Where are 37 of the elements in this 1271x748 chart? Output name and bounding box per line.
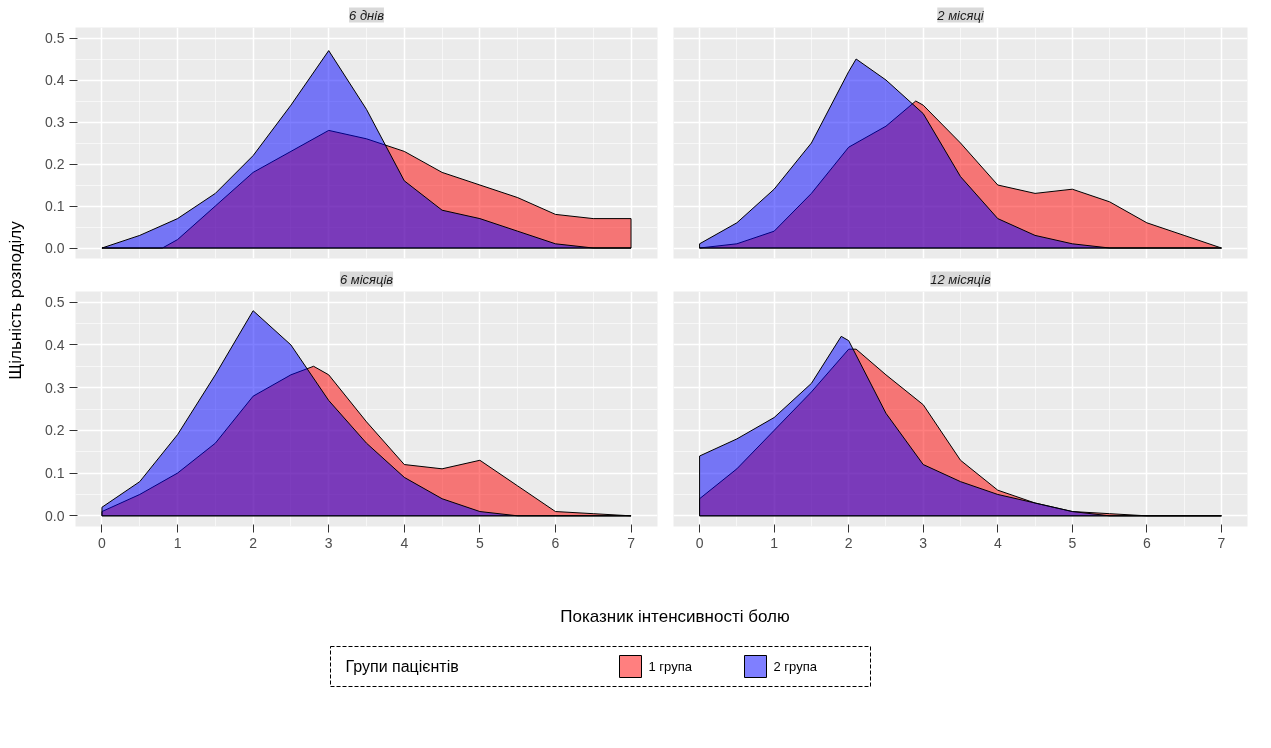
- y-tick-label: 0.2: [45, 422, 65, 439]
- legend-title: Групи пацієнтів: [345, 658, 459, 675]
- chart-title: 6 днів: [349, 7, 385, 23]
- x-tick-label: 7: [627, 534, 636, 551]
- y-tick-label: 0.0: [45, 240, 65, 256]
- x-tick-label: 4: [993, 534, 1002, 551]
- y-tick-label: 0.0: [45, 507, 65, 524]
- legend-label: 1 група: [648, 659, 693, 674]
- y-tick-label: 0.3: [45, 114, 65, 130]
- legend-label: 2 група: [773, 659, 818, 674]
- y-tick-label: 0.4: [45, 336, 65, 353]
- y-tick-label: 0.1: [45, 465, 65, 482]
- x-tick-label: 3: [919, 534, 928, 551]
- chart-title: 12 місяців: [930, 271, 991, 287]
- x-tick-label: 1: [173, 534, 182, 551]
- x-axis-title: Показник інтенсивності болю: [560, 606, 790, 628]
- x-tick-label: 4: [400, 534, 409, 551]
- y-tick-label: 0.2: [45, 156, 65, 172]
- y-tick-label: 0.5: [45, 30, 65, 46]
- x-tick-label: 0: [98, 534, 107, 551]
- x-tick-label: 0: [695, 534, 704, 551]
- chart-title: 2 місяці: [936, 7, 985, 23]
- x-tick-label: 2: [249, 534, 258, 551]
- y-axis-title: Щільність розподілу: [6, 220, 25, 380]
- chart-title: 6 місяців: [339, 271, 394, 287]
- x-tick-label: 2: [844, 534, 853, 551]
- x-tick-label: 5: [475, 534, 484, 551]
- x-tick-label: 7: [1217, 534, 1226, 551]
- x-tick-label: 5: [1068, 534, 1077, 551]
- x-tick-label: 6: [551, 534, 560, 551]
- y-tick-label: 0.1: [45, 198, 65, 214]
- x-tick-label: 6: [1142, 534, 1151, 551]
- y-tick-label: 0.4: [45, 72, 65, 88]
- x-tick-label: 3: [324, 534, 333, 551]
- y-tick-label: 0.3: [45, 379, 65, 396]
- y-tick-label: 0.5: [45, 294, 65, 311]
- x-tick-label: 1: [770, 534, 779, 551]
